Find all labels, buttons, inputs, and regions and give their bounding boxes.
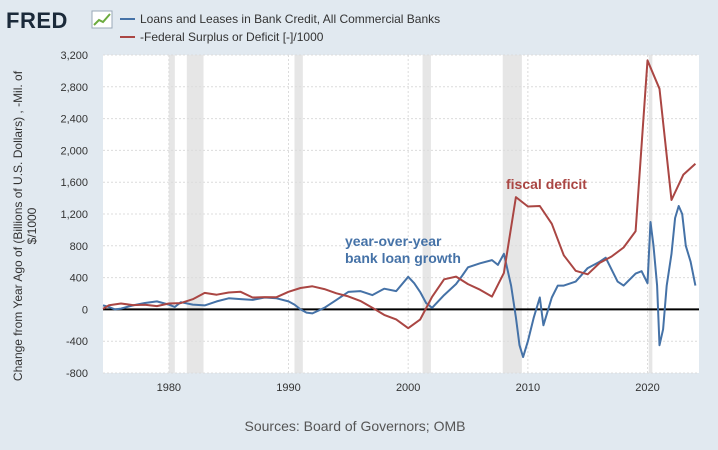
legend-item-deficit[interactable]: -Federal Surplus or Deficit [-]/1000 — [120, 30, 324, 44]
y-tick-label: 0 — [82, 304, 88, 316]
legend-label-deficit: -Federal Surplus or Deficit [-]/1000 — [140, 30, 324, 44]
y-tick-label: 2,000 — [60, 145, 88, 157]
series-layer — [102, 59, 697, 359]
recession-band-5 — [648, 55, 653, 373]
legend-label-loans: Loans and Leases in Bank Credit, All Com… — [140, 12, 440, 26]
x-tick-label: 2000 — [396, 382, 420, 394]
x-tick-label: 1990 — [276, 382, 300, 394]
y-tick-label: -800 — [66, 368, 88, 380]
annotation-bank-loan-growth: year-over-year bank loan growth — [345, 233, 461, 266]
source-note: Sources: Board of Governors; OMB — [245, 418, 466, 434]
y-tick-label: 1,200 — [60, 209, 88, 221]
fred-logo-chart-icon — [91, 10, 113, 29]
y-tick-label: 1,600 — [60, 177, 88, 189]
series-line-loans[interactable] — [102, 205, 697, 359]
fred-logo-text: FRED — [6, 8, 68, 33]
y-tick-label: 800 — [70, 241, 88, 253]
legend: Loans and Leases in Bank Credit, All Com… — [120, 12, 440, 44]
recession-band-3 — [422, 55, 431, 373]
y-axis-label-line-1: Change from Year Ago of (Billions of U.S… — [11, 70, 25, 381]
x-tick-label: 2020 — [635, 382, 659, 394]
y-axis-label: Change from Year Ago of (Billions of U.S… — [11, 70, 39, 381]
annotations: year-over-year bank loan growth fiscal def… — [345, 176, 587, 266]
y-tick-label: 400 — [70, 273, 88, 285]
series-line-deficit[interactable] — [102, 59, 697, 330]
fred-logo[interactable]: FRED — [6, 8, 113, 33]
legend-item-loans[interactable]: Loans and Leases in Bank Credit, All Com… — [120, 12, 440, 26]
y-tick-label: 3,200 — [60, 50, 88, 62]
x-tick-label: 2010 — [516, 382, 540, 394]
y-tick-label: -400 — [66, 336, 88, 348]
y-tick-label: 2,400 — [60, 114, 88, 126]
y-axis-ticks: -800 -400 0 400 800 1,200 1,600 2,000 2,400 2,800… — [60, 50, 88, 380]
recession-band-2 — [294, 55, 303, 373]
y-tick-label: 2,800 — [60, 82, 88, 94]
y-axis-label-line-2: $/1000 — [25, 207, 39, 244]
x-tick-label: 1980 — [157, 382, 181, 394]
annotation-fiscal-deficit: fiscal deficit — [506, 176, 587, 192]
x-axis-ticks: 1980 1990 2000 2010 2020 — [157, 382, 660, 394]
